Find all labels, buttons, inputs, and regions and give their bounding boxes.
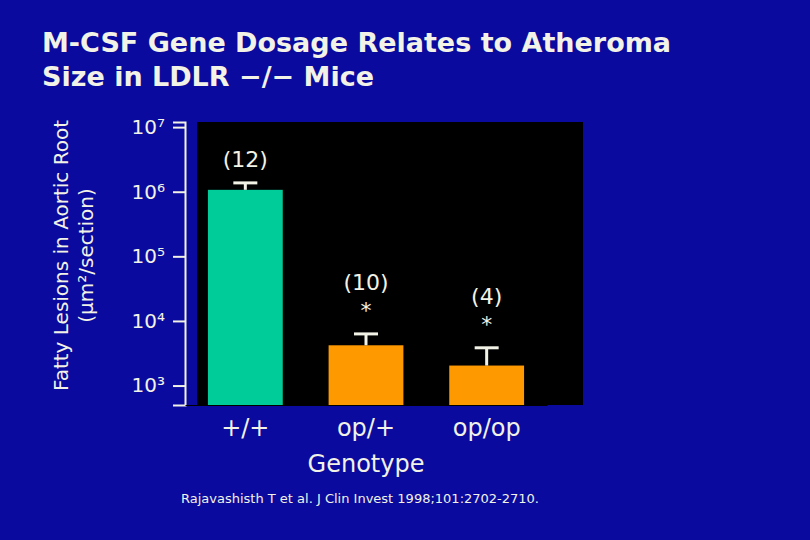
y-axis-line xyxy=(173,123,186,406)
marks xyxy=(208,183,524,405)
error-cap xyxy=(354,332,378,335)
y-tick: 10⁷ xyxy=(132,115,185,139)
x-tick-label: +/+ xyxy=(221,414,269,442)
annotation: (10) xyxy=(343,270,388,295)
y-label: (μm²/section) xyxy=(74,188,98,323)
x-label: Genotype xyxy=(308,450,425,478)
y-tick-mark xyxy=(173,256,185,258)
x-tick: op/+ xyxy=(337,405,395,442)
y-tick-mark xyxy=(173,191,185,193)
y-tick: 10³ xyxy=(132,373,185,397)
y-axis: 10³ 10⁴ 10⁵ 10⁶ 10⁷ xyxy=(132,115,186,405)
bar xyxy=(208,190,283,405)
bar xyxy=(449,366,524,405)
title: M-CSF Gene Dosage Relates to Atheroma xyxy=(42,27,671,58)
annotation: * xyxy=(481,312,492,337)
annotation: * xyxy=(361,298,372,323)
error-cap xyxy=(233,181,257,184)
annotation: (4) xyxy=(471,284,502,309)
x-axis: +/+ op/+ op/op xyxy=(186,405,548,442)
y-tick-mark xyxy=(173,385,185,387)
x-axis-line xyxy=(186,405,548,406)
x-tick-label: op/+ xyxy=(337,414,395,442)
y-tick-label: 10⁷ xyxy=(132,115,165,139)
x-tick: +/+ xyxy=(221,405,269,442)
y-tick-label: 10⁶ xyxy=(132,180,165,204)
y-tick-mark xyxy=(173,320,185,322)
y-tick-mark xyxy=(173,127,185,129)
error-stem xyxy=(485,348,488,366)
y-tick: 10⁵ xyxy=(132,244,185,268)
y-tick: 10⁴ xyxy=(132,309,185,333)
source: Rajavashisth T et al. J Clin Invest 1998… xyxy=(181,491,539,506)
y-tick-label: 10⁵ xyxy=(132,244,165,268)
error-cap xyxy=(475,346,499,349)
title: Size in LDLR −/− Mice xyxy=(42,61,374,92)
plot-area xyxy=(197,122,583,405)
y-tick-label: 10³ xyxy=(132,373,165,397)
background xyxy=(0,0,810,540)
x-tick-label: op/op xyxy=(453,414,521,442)
bar xyxy=(329,345,404,405)
x-tick: op/op xyxy=(453,405,521,442)
y-label: Fatty Lesions in Aortic Root xyxy=(49,120,73,391)
y-tick: 10⁶ xyxy=(132,180,185,204)
error-bar xyxy=(233,183,257,190)
y-tick-label: 10⁴ xyxy=(132,309,165,333)
error-bar xyxy=(354,334,378,345)
annotation: (12) xyxy=(223,147,268,172)
error-stem xyxy=(365,334,368,345)
error-bar xyxy=(475,348,499,366)
chart: M-CSF Gene Dosage Relates to AtheromaSiz… xyxy=(0,0,810,540)
